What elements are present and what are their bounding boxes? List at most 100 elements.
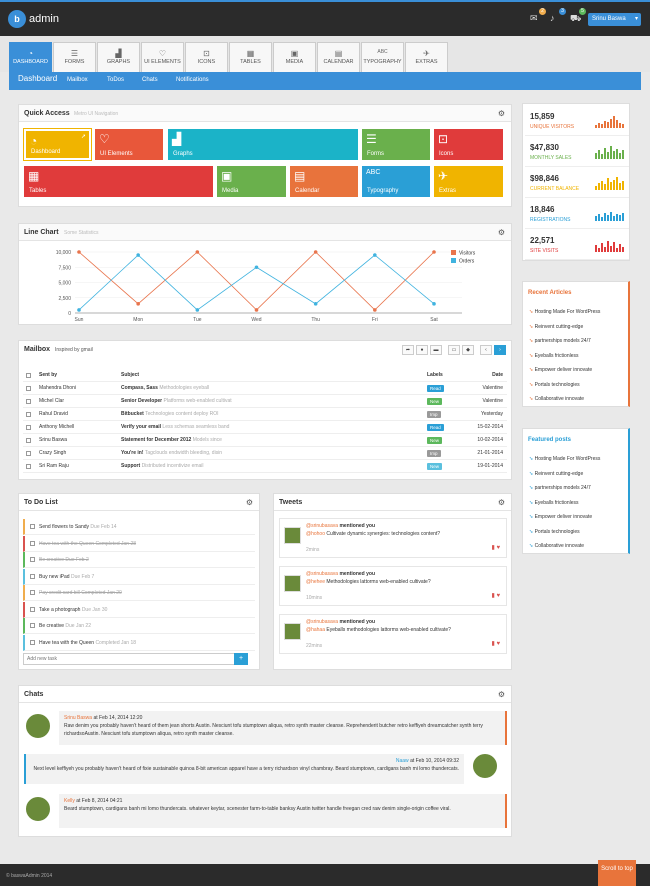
gear-icon[interactable]: ⚙ <box>497 498 505 507</box>
tile-dashboard[interactable]: ◔ Dashboard ➚ <box>23 128 92 161</box>
todo-item[interactable]: Have tea with the Queen Completed Jan 18 <box>23 634 255 651</box>
tweet-mention[interactable]: @hehee <box>306 579 325 585</box>
list-item[interactable]: ➘ Hosting Made For WordPress <box>529 456 600 462</box>
list-item[interactable]: ➘ Empower deliver innovate <box>529 367 592 373</box>
table-row[interactable]: Mahendra Dhoni Compass, Sass Methodologie… <box>23 382 507 395</box>
tweet-mention[interactable]: @hahaa <box>306 627 325 633</box>
row-checkbox[interactable] <box>26 386 31 391</box>
todo-item[interactable]: Pay credit card bill Completed Jan 20 <box>23 585 255 601</box>
bell-icon[interactable]: ♪ 3 <box>550 8 566 23</box>
todo-item[interactable]: Be creative Due Feb 2 <box>23 552 255 568</box>
reply-icon[interactable]: ➦ <box>402 345 414 355</box>
todo-checkbox[interactable] <box>30 573 35 579</box>
table-row[interactable]: Sri Ram Raju Support Distributed incentiv… <box>23 460 507 473</box>
tweet-user[interactable]: @srinubasava <box>306 571 339 577</box>
list-item[interactable]: ➘ Eyeballs frictionless <box>529 353 579 359</box>
chat-author[interactable]: Naaw <box>395 758 409 764</box>
tab-forms[interactable]: ☰ FORMS <box>53 42 96 73</box>
tile-media[interactable]: ▣ Media <box>217 166 286 197</box>
prev-icon[interactable]: ‹ <box>480 345 492 355</box>
todo-item[interactable]: Be creative Due Jan 22 <box>23 618 255 634</box>
mail-icon[interactable]: ✉ 2 <box>530 8 546 23</box>
tile-ui-elements[interactable]: ♡ UI Elements <box>95 129 163 160</box>
tile-calendar[interactable]: ▤ Calendar <box>290 166 358 197</box>
tab-ui-elements[interactable]: ♡ UI ELEMENTS <box>141 42 184 73</box>
tile-icons[interactable]: ⊡ Icons <box>434 129 503 160</box>
subnav-todos[interactable]: ToDos <box>107 77 125 83</box>
trash-icon[interactable]: ▮ <box>491 593 495 599</box>
todo-checkbox[interactable] <box>30 590 35 595</box>
gear-icon[interactable]: ⚙ <box>497 690 505 699</box>
chat-author[interactable]: Kelly <box>64 798 75 804</box>
trash-icon[interactable]: ▮ <box>491 545 495 551</box>
tab-typography[interactable]: ABC TYPOGRAPHY <box>361 42 404 73</box>
subnav-chats[interactable]: Chats <box>142 77 158 83</box>
tab-icons[interactable]: ⊡ ICONS <box>185 42 228 73</box>
app-logo[interactable]: b admin <box>8 10 59 28</box>
table-row[interactable]: Michel Clar Senior Developer Platforms we… <box>23 395 507 408</box>
add-task-button[interactable]: + <box>234 653 248 665</box>
todo-item[interactable]: Send flowers to Sandy Due Feb 14 <box>23 519 255 535</box>
heart-icon[interactable]: ♥ <box>496 545 500 551</box>
gear-icon[interactable]: ⚙ <box>497 109 505 118</box>
trash-icon[interactable]: ▮ <box>491 641 495 647</box>
folder-icon[interactable]: ▭ <box>448 345 460 355</box>
tab-graphs[interactable]: ▟ GRAPHS <box>97 42 140 73</box>
heart-icon[interactable]: ♥ <box>496 593 500 599</box>
list-item[interactable]: ➘ Collaborative innovate <box>529 396 584 402</box>
tile-tables[interactable]: ▦ Tables <box>24 166 213 197</box>
subnav-mailbox[interactable]: Mailbox <box>67 77 88 83</box>
next-icon[interactable]: › <box>494 345 506 355</box>
row-checkbox[interactable] <box>26 464 31 469</box>
row-checkbox[interactable] <box>26 412 31 417</box>
todo-checkbox[interactable] <box>30 623 35 628</box>
todo-item[interactable]: Take a photograph Due Jan 30 <box>23 601 255 618</box>
tweet-user[interactable]: @srinubasava <box>306 619 339 625</box>
tweet-mention[interactable]: @hohoo <box>306 531 325 537</box>
table-row[interactable]: Crazy Singh You're in! Tagclouds endwidth… <box>23 447 507 460</box>
todo-item[interactable]: Have tea with the Queen Completed Jan 28 <box>23 535 255 552</box>
list-item[interactable]: ➘ Hosting Made For WordPress <box>529 309 600 315</box>
gear-icon[interactable]: ⚙ <box>245 498 253 507</box>
gear-icon[interactable]: ⚙ <box>497 228 505 237</box>
tab-dashboard[interactable]: ◔ DASHBOARD <box>9 42 52 73</box>
table-row[interactable]: Anthony Michell Verify your email Less sc… <box>23 421 507 434</box>
todo-checkbox[interactable] <box>30 557 35 562</box>
tweet-user[interactable]: @srinubasava <box>306 523 339 529</box>
tab-calendar[interactable]: ▤ CALENDAR <box>317 42 360 73</box>
list-item[interactable]: ➘ partnerships models 24/7 <box>529 338 591 344</box>
tag-icon[interactable]: ◆ <box>462 345 474 355</box>
table-row[interactable]: Srinu Baswa Statement for December 2012 M… <box>23 434 507 447</box>
breadcrumb-current[interactable]: Dashboard <box>18 74 58 83</box>
tile-extras[interactable]: ✈ Extras <box>434 166 503 197</box>
subnav-notifications[interactable]: Notifications <box>176 77 209 83</box>
select-all-checkbox[interactable] <box>26 373 31 378</box>
list-item[interactable]: ➘ Eyeballs frictionless <box>529 500 579 506</box>
heart-icon[interactable]: ♥ <box>496 641 500 647</box>
todo-checkbox[interactable] <box>30 606 35 612</box>
trash-icon[interactable]: ▬ <box>430 345 442 355</box>
scroll-to-top-button[interactable]: Scroll to top <box>598 860 636 886</box>
list-item[interactable]: ➘ Collaborative innovate <box>529 543 584 549</box>
tile-graphs[interactable]: ▟ Graphs <box>168 129 358 160</box>
todo-checkbox[interactable] <box>30 639 35 645</box>
todo-checkbox[interactable] <box>30 540 35 546</box>
tile-typography[interactable]: ABC Typography <box>362 166 430 197</box>
list-item[interactable]: ➘ Portals technologies <box>529 529 580 535</box>
tile-forms[interactable]: ☰ Forms <box>362 129 430 160</box>
list-item[interactable]: ➘ Reinvent cutting-edge <box>529 324 583 330</box>
tab-extras[interactable]: ✈ EXTRAS <box>405 42 448 73</box>
tab-media[interactable]: ▣ MEDIA <box>273 42 316 73</box>
list-item[interactable]: ➘ Portals technologies <box>529 382 580 388</box>
cart-icon[interactable]: ⛟ 5 <box>570 8 586 23</box>
list-item[interactable]: ➘ partnerships models 24/7 <box>529 485 591 491</box>
row-checkbox[interactable] <box>26 425 31 430</box>
row-checkbox[interactable] <box>26 438 31 443</box>
list-item[interactable]: ➘ Reinvent cutting-edge <box>529 471 583 477</box>
list-item[interactable]: ➘ Empower deliver innovate <box>529 514 592 520</box>
table-row[interactable]: Rahul Dravid Bitbucket Technologies conte… <box>23 408 507 421</box>
todo-item[interactable]: Buy new iPad Due Feb 7 <box>23 568 255 585</box>
tab-tables[interactable]: ▦ TABLES <box>229 42 272 73</box>
todo-checkbox[interactable] <box>30 524 35 529</box>
info-icon[interactable]: ● <box>416 345 428 355</box>
